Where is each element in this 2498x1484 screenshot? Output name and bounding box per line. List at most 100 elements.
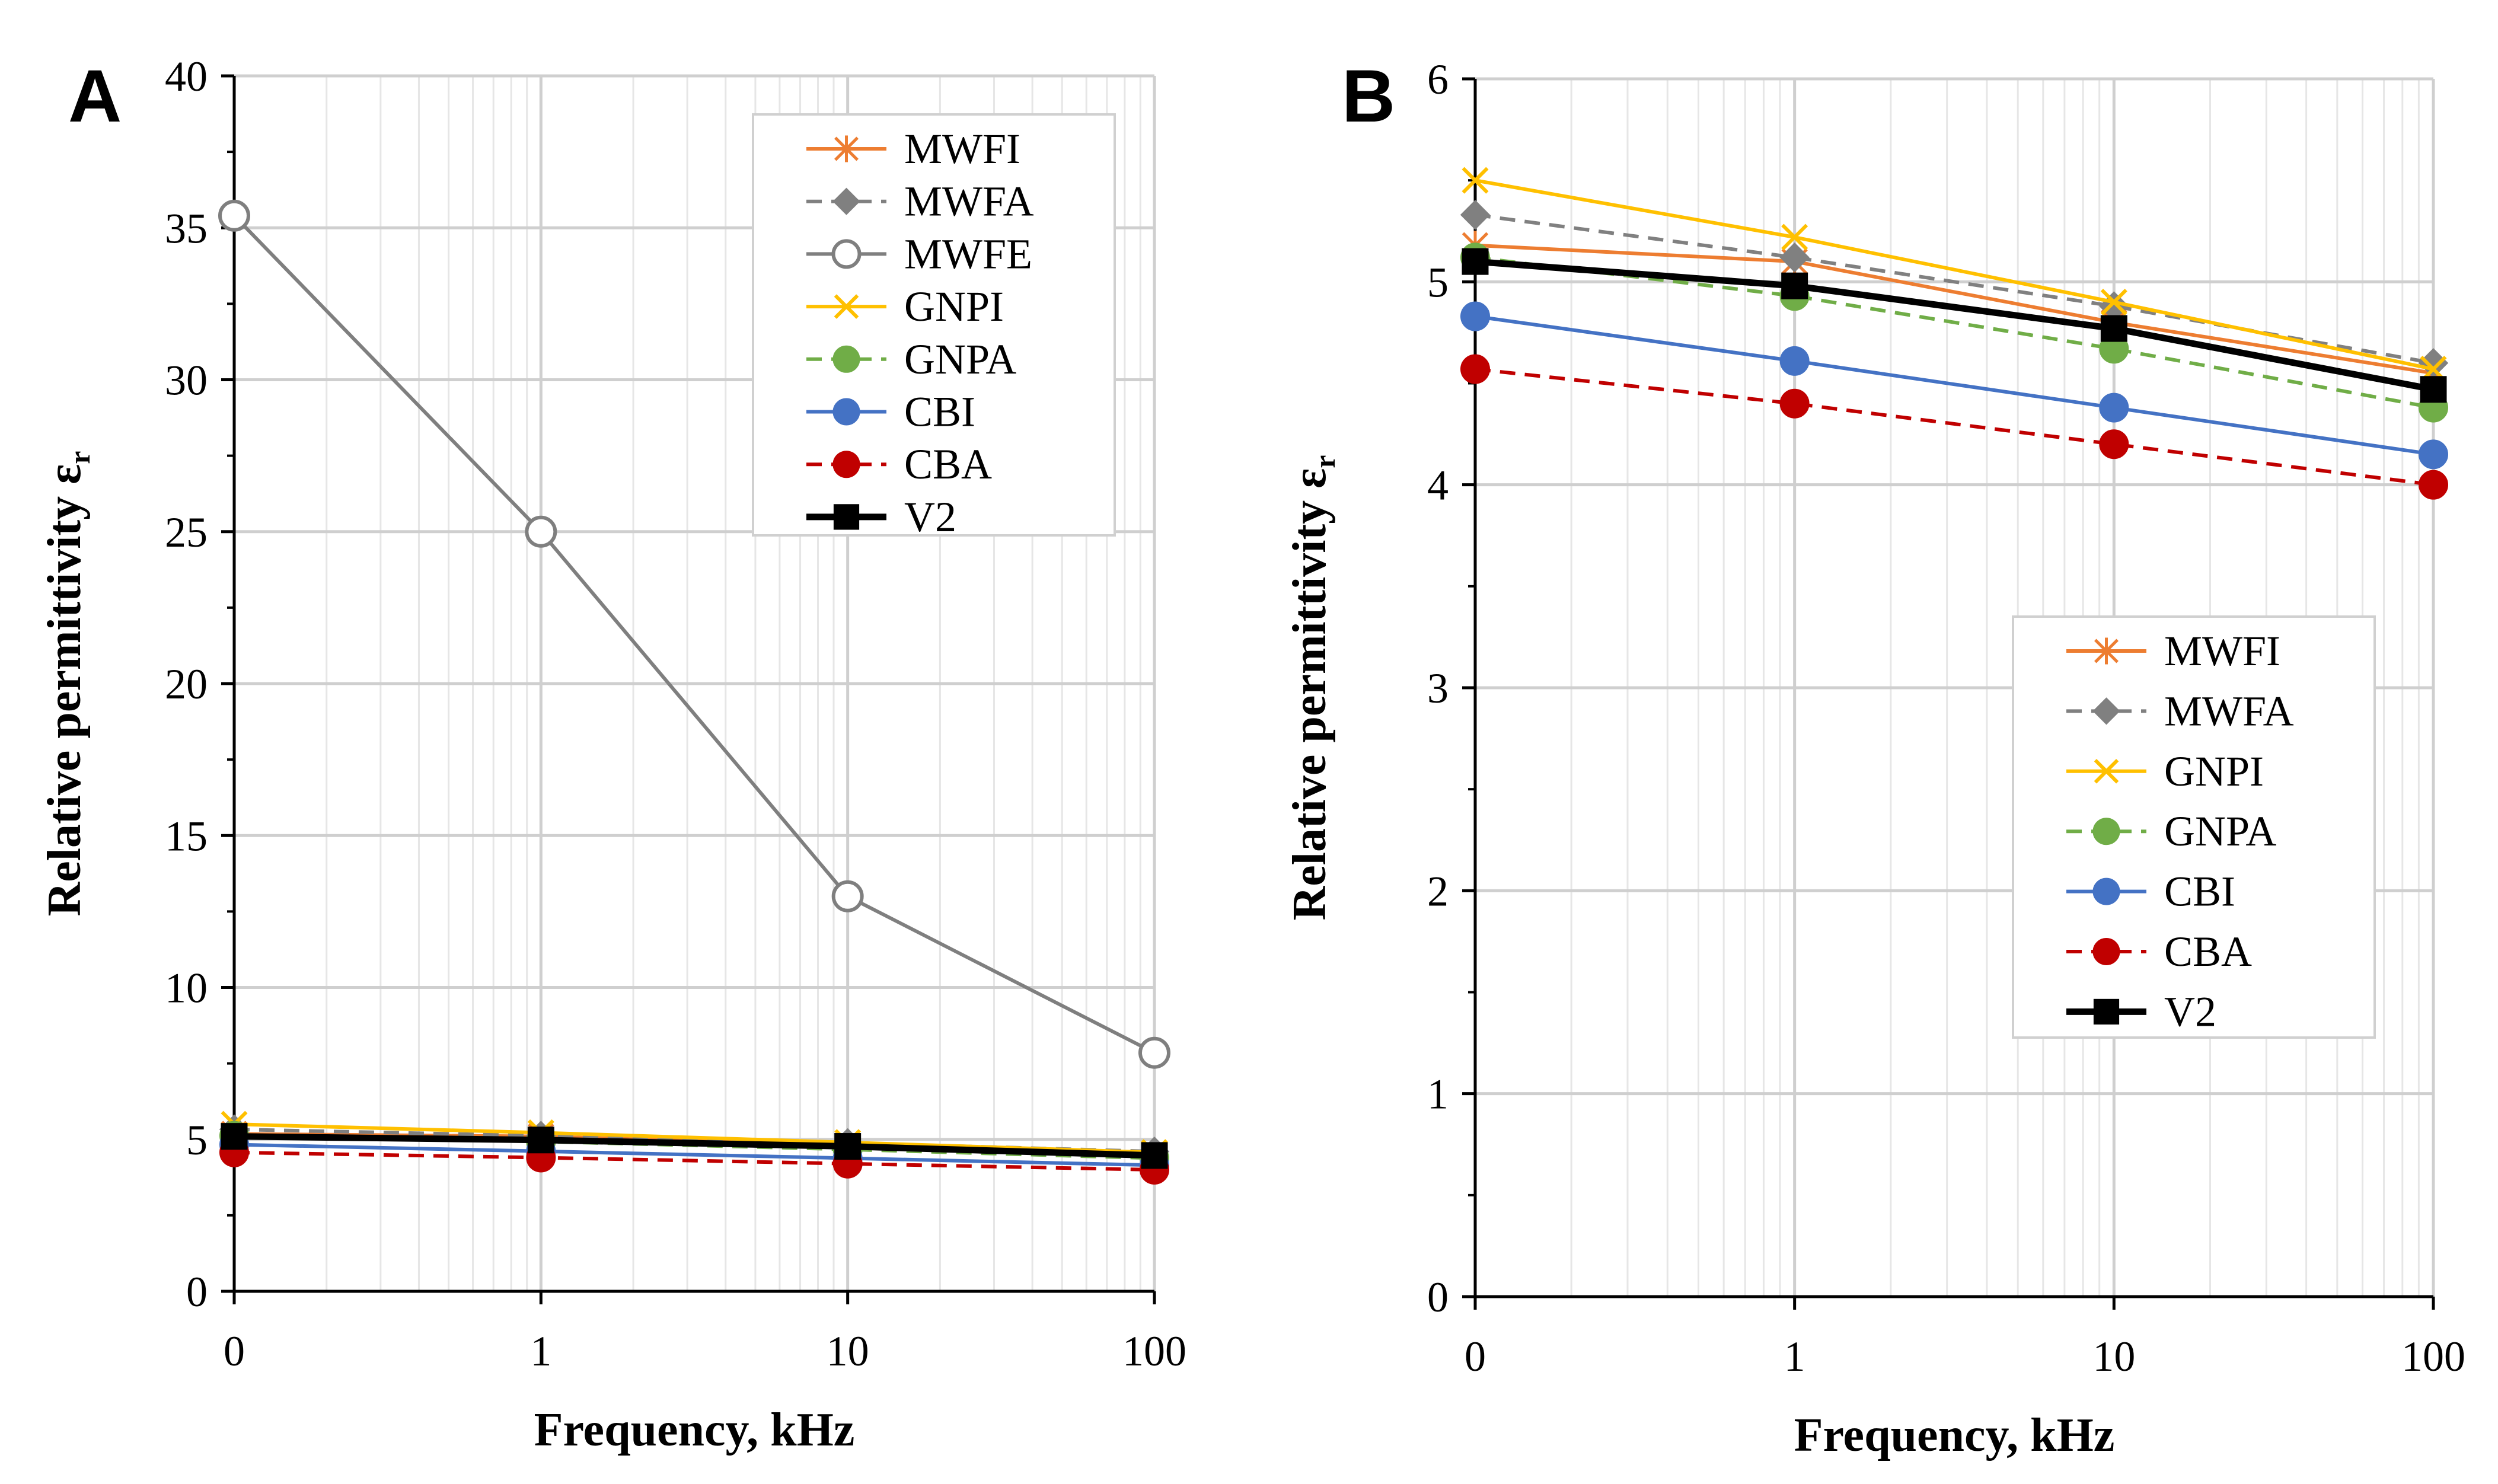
data-point-mwfe	[525, 515, 557, 548]
legend-marker	[833, 504, 860, 530]
data-point-v2	[2420, 376, 2447, 403]
panel-label: A	[68, 55, 122, 138]
legend-label: MWFA	[904, 178, 1034, 225]
legend-item-mwfa: MWFA	[2066, 687, 2294, 735]
panel-a-chart: 0 5 10 15 20 25 30 35 40 0 1 10 100 Frequency, kHz Rel…	[39, 53, 1186, 1456]
legend-marker	[2092, 877, 2120, 905]
legend-marker	[834, 294, 859, 319]
y-tick-label: 5	[186, 1116, 208, 1164]
data-point-v2	[1462, 248, 1489, 275]
series-mwfe	[218, 199, 1170, 1069]
series-line-mwfa	[234, 1127, 1155, 1154]
legend-item-gnpi: GNPI	[806, 283, 1004, 330]
series-line-cba	[1475, 367, 2434, 487]
y-tick-label: 35	[165, 205, 208, 252]
legend-box	[2012, 615, 2376, 1039]
legend-marker	[831, 239, 862, 269]
data-point-gnpi	[1781, 224, 1808, 251]
data-point-cbi	[2419, 439, 2448, 470]
legend-marker	[832, 345, 860, 373]
series-line-gnpi	[234, 1122, 1155, 1154]
x-tick-label: 1	[530, 1327, 551, 1375]
legend-label: MWFI	[2164, 627, 2280, 675]
legend-item-mwfa: MWFA	[806, 178, 1034, 225]
legend-marker	[2092, 938, 2120, 965]
data-point-mwfe	[831, 880, 864, 912]
data-point-cbi	[2099, 392, 2129, 423]
data-point-v2	[2100, 315, 2127, 342]
data-point-v2	[527, 1126, 554, 1154]
x-tick-label: 1	[1784, 1333, 1805, 1380]
legend-item-cba: CBA	[2066, 928, 2252, 975]
data-point-gnpi	[2100, 289, 2127, 316]
legend: MWFI MWFA GNPI GNPA CBI CBA V2	[2012, 615, 2376, 1039]
x-tick-label: 10	[827, 1327, 869, 1375]
series-line-gnpi	[1475, 178, 2434, 371]
data-point-v2	[834, 1133, 862, 1160]
x-tick-label: 0	[224, 1327, 245, 1375]
data-point-mwfa	[1460, 200, 1491, 230]
y-tick-label: 1	[1427, 1071, 1449, 1118]
y-tick-label: 20	[165, 660, 208, 708]
legend-item-v2: V2	[2066, 988, 2216, 1035]
x-tick-label: 100	[2401, 1333, 2465, 1380]
y-tick-label: 0	[1427, 1274, 1449, 1321]
series-v2	[1462, 248, 2447, 403]
x-axis-title: Frequency, kHz	[1794, 1409, 2115, 1461]
legend-item-cba: CBA	[806, 441, 992, 488]
legend-item-gnpa: GNPA	[806, 336, 1016, 383]
data-point-cbi	[1779, 346, 1810, 376]
y-tick-label: 5	[1427, 258, 1449, 306]
data-point-mwfa	[2418, 348, 2449, 378]
y-axis-title-subscript: r	[1308, 455, 1341, 468]
legend-label: GNPA	[904, 336, 1016, 383]
legend-label: CBI	[904, 388, 975, 436]
legend-item-cbi: CBI	[2066, 868, 2235, 915]
legend-marker	[2092, 697, 2120, 725]
series-line-cbi	[234, 1142, 1155, 1167]
data-point-cba	[2419, 470, 2448, 500]
legend-marker	[832, 451, 860, 478]
legend-item-mwfi: MWFI	[806, 125, 1020, 173]
legend-label: V2	[2164, 988, 2216, 1035]
y-tick-label: 40	[165, 53, 208, 100]
legend-item-gnpa: GNPA	[2066, 808, 2276, 855]
legend-item-v2: V2	[806, 493, 956, 541]
panel-b-chart: 0 1 2 3 4 5 6 0 1 10 100 Frequency, kHz Relative per…	[1284, 55, 2465, 1461]
legend: MWFI MWFA MWFE GNPI GNPA CBI CBA V2	[752, 113, 1116, 541]
y-tick-label: 2	[1427, 867, 1449, 915]
data-point-v2	[1781, 272, 1808, 299]
series-group	[1460, 167, 2449, 500]
series-line-cba	[234, 1150, 1155, 1172]
series-line-cbi	[1475, 314, 2434, 457]
legend-item-mwfe: MWFE	[806, 230, 1032, 277]
y-tick-label: 3	[1427, 665, 1449, 712]
data-point-mwfe	[1138, 1036, 1170, 1069]
y-tick-label: 15	[165, 812, 208, 860]
legend-label: MWFA	[2164, 687, 2294, 735]
legend-item-mwfi: MWFI	[2066, 627, 2280, 675]
legend-marker	[2094, 758, 2119, 784]
series-cba	[1460, 354, 2448, 500]
legend-marker	[832, 187, 860, 215]
y-axis-title-subscript: r	[63, 451, 96, 464]
x-tick-label: 100	[1122, 1327, 1186, 1375]
x-tick-label: 0	[1465, 1333, 1486, 1380]
series-line-mwfe	[232, 214, 1156, 1055]
y-axis-title: Relative permittivity εr	[39, 451, 96, 916]
data-point-v2	[1141, 1142, 1168, 1169]
series-line-mwfi	[1475, 243, 2434, 375]
legend-label: CBA	[2164, 928, 2252, 975]
y-axis-title-main: Relative permittivity ε	[1284, 468, 1336, 921]
legend-marker	[834, 135, 859, 162]
y-tick-label: 10	[165, 965, 208, 1012]
data-point-mwfe	[218, 199, 250, 232]
legend-marker	[2092, 818, 2120, 845]
data-point-gnpi	[1462, 167, 1489, 194]
y-tick-label: 30	[165, 357, 208, 404]
series-group	[218, 199, 1170, 1185]
series-cbi	[1460, 301, 2448, 470]
legend-label: GNPI	[2164, 748, 2264, 795]
y-tick-label: 6	[1427, 56, 1449, 103]
